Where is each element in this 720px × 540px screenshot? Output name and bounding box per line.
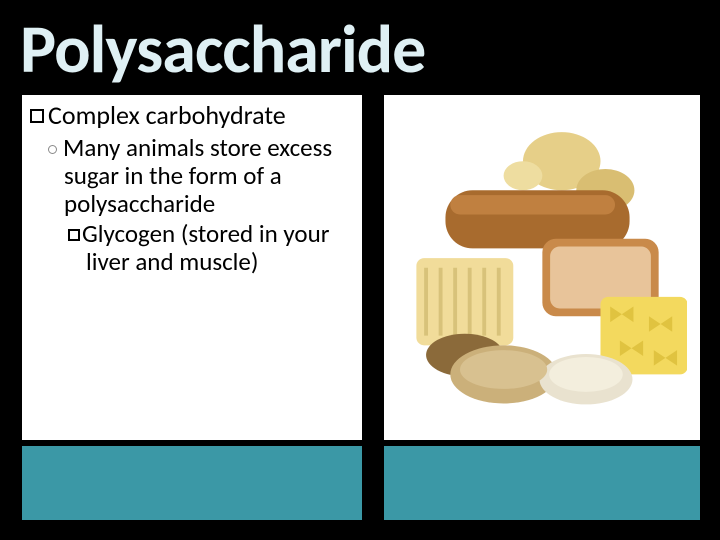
bullet-subsub-text: Glycogen (stored in your liver and muscl… bbox=[82, 218, 329, 277]
accent-bar-left bbox=[22, 446, 362, 520]
ring-bullet-icon bbox=[48, 145, 57, 154]
slide: Polysaccharide Complex carbohydrate Many… bbox=[0, 0, 720, 540]
accent-bar-right bbox=[384, 446, 700, 520]
square-bullet-icon bbox=[30, 109, 44, 123]
square-bullet-icon bbox=[68, 229, 80, 241]
image-panel bbox=[384, 95, 700, 440]
slide-title: Polysaccharide bbox=[20, 8, 425, 91]
carbohydrate-foods-image bbox=[397, 116, 688, 420]
bullet-main: Complex carbohydrate bbox=[28, 101, 356, 130]
text-panel: Complex carbohydrate Many animals store … bbox=[22, 95, 362, 440]
bullet-main-text: Complex carbohydrate bbox=[48, 99, 286, 131]
bullet-sub-text: Many animals store excess sugar in the f… bbox=[63, 132, 332, 219]
bullet-sub: Many animals store excess sugar in the f… bbox=[28, 134, 356, 218]
food-illustration-svg bbox=[397, 116, 688, 420]
bullet-subsub: Glycogen (stored in your liver and muscl… bbox=[28, 220, 356, 276]
